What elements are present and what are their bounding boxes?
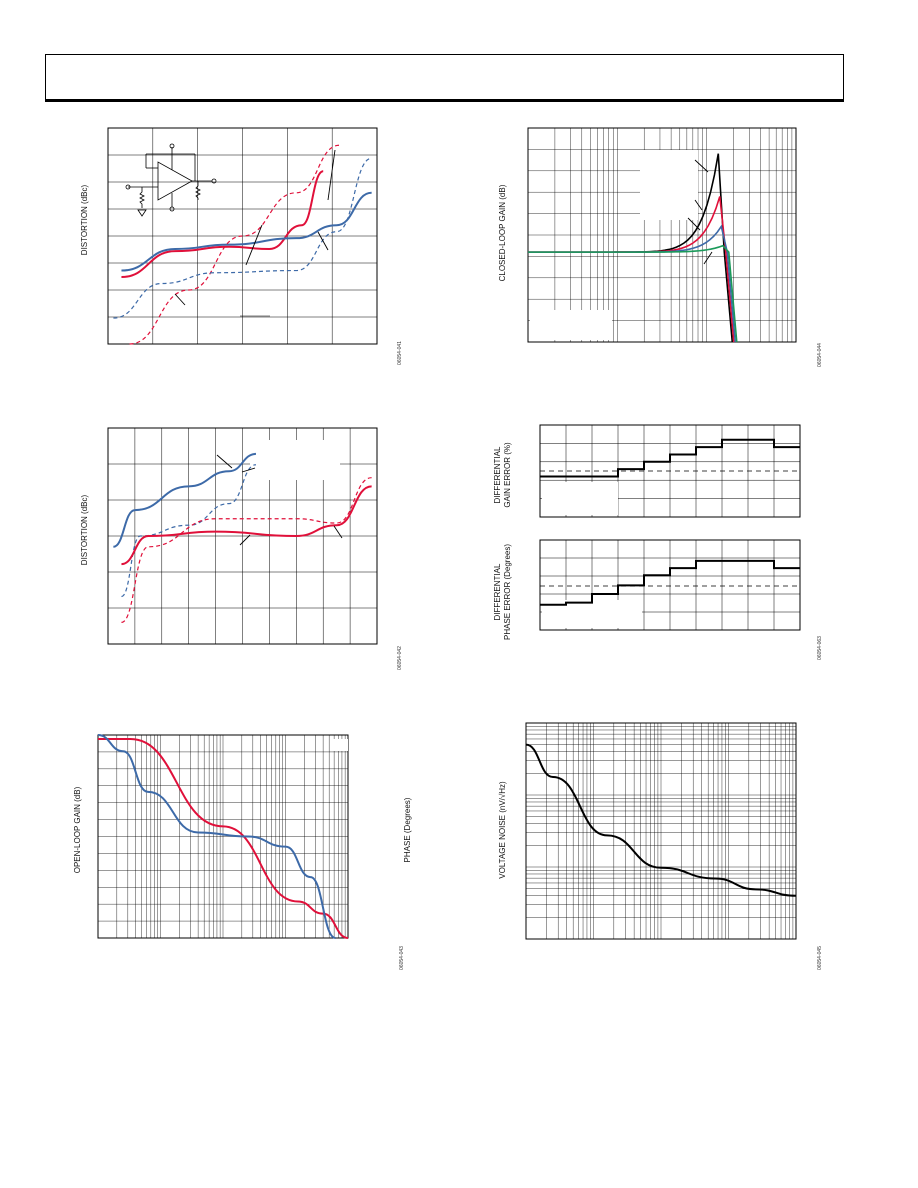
op-amp-schematic-icon (125, 143, 217, 217)
y-axis-label: VOLTAGE NOISE (nV/√Hz) (498, 781, 507, 879)
series-line (129, 144, 340, 345)
y-axis-label: DISTORTION (dBc) (80, 184, 89, 256)
figure-open-loop-gain: OPEN-LOOP GAIN (dB) PHASE (Degrees) 0605… (60, 725, 412, 970)
step-series (540, 559, 800, 606)
series-line (97, 738, 349, 939)
chart-distortion-1 (107, 127, 378, 345)
annotation-arrows (174, 149, 336, 306)
chart-differential (539, 424, 801, 631)
figure-code: 06054-044 (816, 343, 823, 367)
annotation-arrows (687, 159, 713, 265)
figure-voltage-noise: VOLTAGE NOISE (nV/√Hz) 06054-045 (490, 715, 823, 970)
figure-code: 06054-041 (396, 341, 403, 365)
y-axis-label-phase: DIFFERENTIAL PHASE ERROR (Degrees) (493, 543, 512, 641)
chart-voltage-noise (525, 722, 797, 940)
series-line (121, 170, 324, 279)
y-axis-label-gain: DIFFERENTIAL GAIN ERROR (%) (493, 442, 512, 508)
y-axis-label: DISTORTION (dBc) (80, 494, 89, 566)
chart-open-loop-gain (97, 734, 349, 939)
figure-closed-loop-gain: CLOSED-LOOP GAIN (dB) 06054-044 (490, 120, 823, 367)
figure-code: 06054-045 (816, 946, 823, 970)
chart-closed-loop-gain (527, 127, 797, 343)
figure-code: 06054-043 (398, 946, 405, 970)
figure-code: 06054-042 (396, 646, 403, 670)
figure-differential: DIFFERENTIAL GAIN ERROR (%) DIFFERENTIAL… (490, 420, 823, 660)
figure-distortion-1: DISTORTION (dBc) 06054-041 (70, 120, 403, 365)
series-line (97, 734, 336, 939)
chart-distortion-2 (107, 427, 378, 645)
figure-distortion-2: DISTORTION (dBc) 06054-042 (70, 420, 403, 670)
series-line (113, 157, 372, 319)
series-line (121, 477, 372, 623)
page-header-box (45, 54, 844, 102)
y-axis-label: CLOSED-LOOP GAIN (dB) (498, 184, 507, 282)
series-line (121, 464, 257, 598)
series-line (121, 485, 372, 566)
step-series (540, 438, 800, 478)
series-line (528, 244, 738, 343)
series-line (525, 743, 797, 897)
series-line (113, 452, 257, 548)
y-axis-label-right: PHASE (Degrees) (403, 797, 412, 863)
y-axis-label: OPEN-LOOP GAIN (dB) (73, 786, 82, 874)
figure-code: 06054-063 (816, 636, 823, 660)
series-line (121, 191, 372, 272)
annotation-arrows (216, 454, 343, 546)
